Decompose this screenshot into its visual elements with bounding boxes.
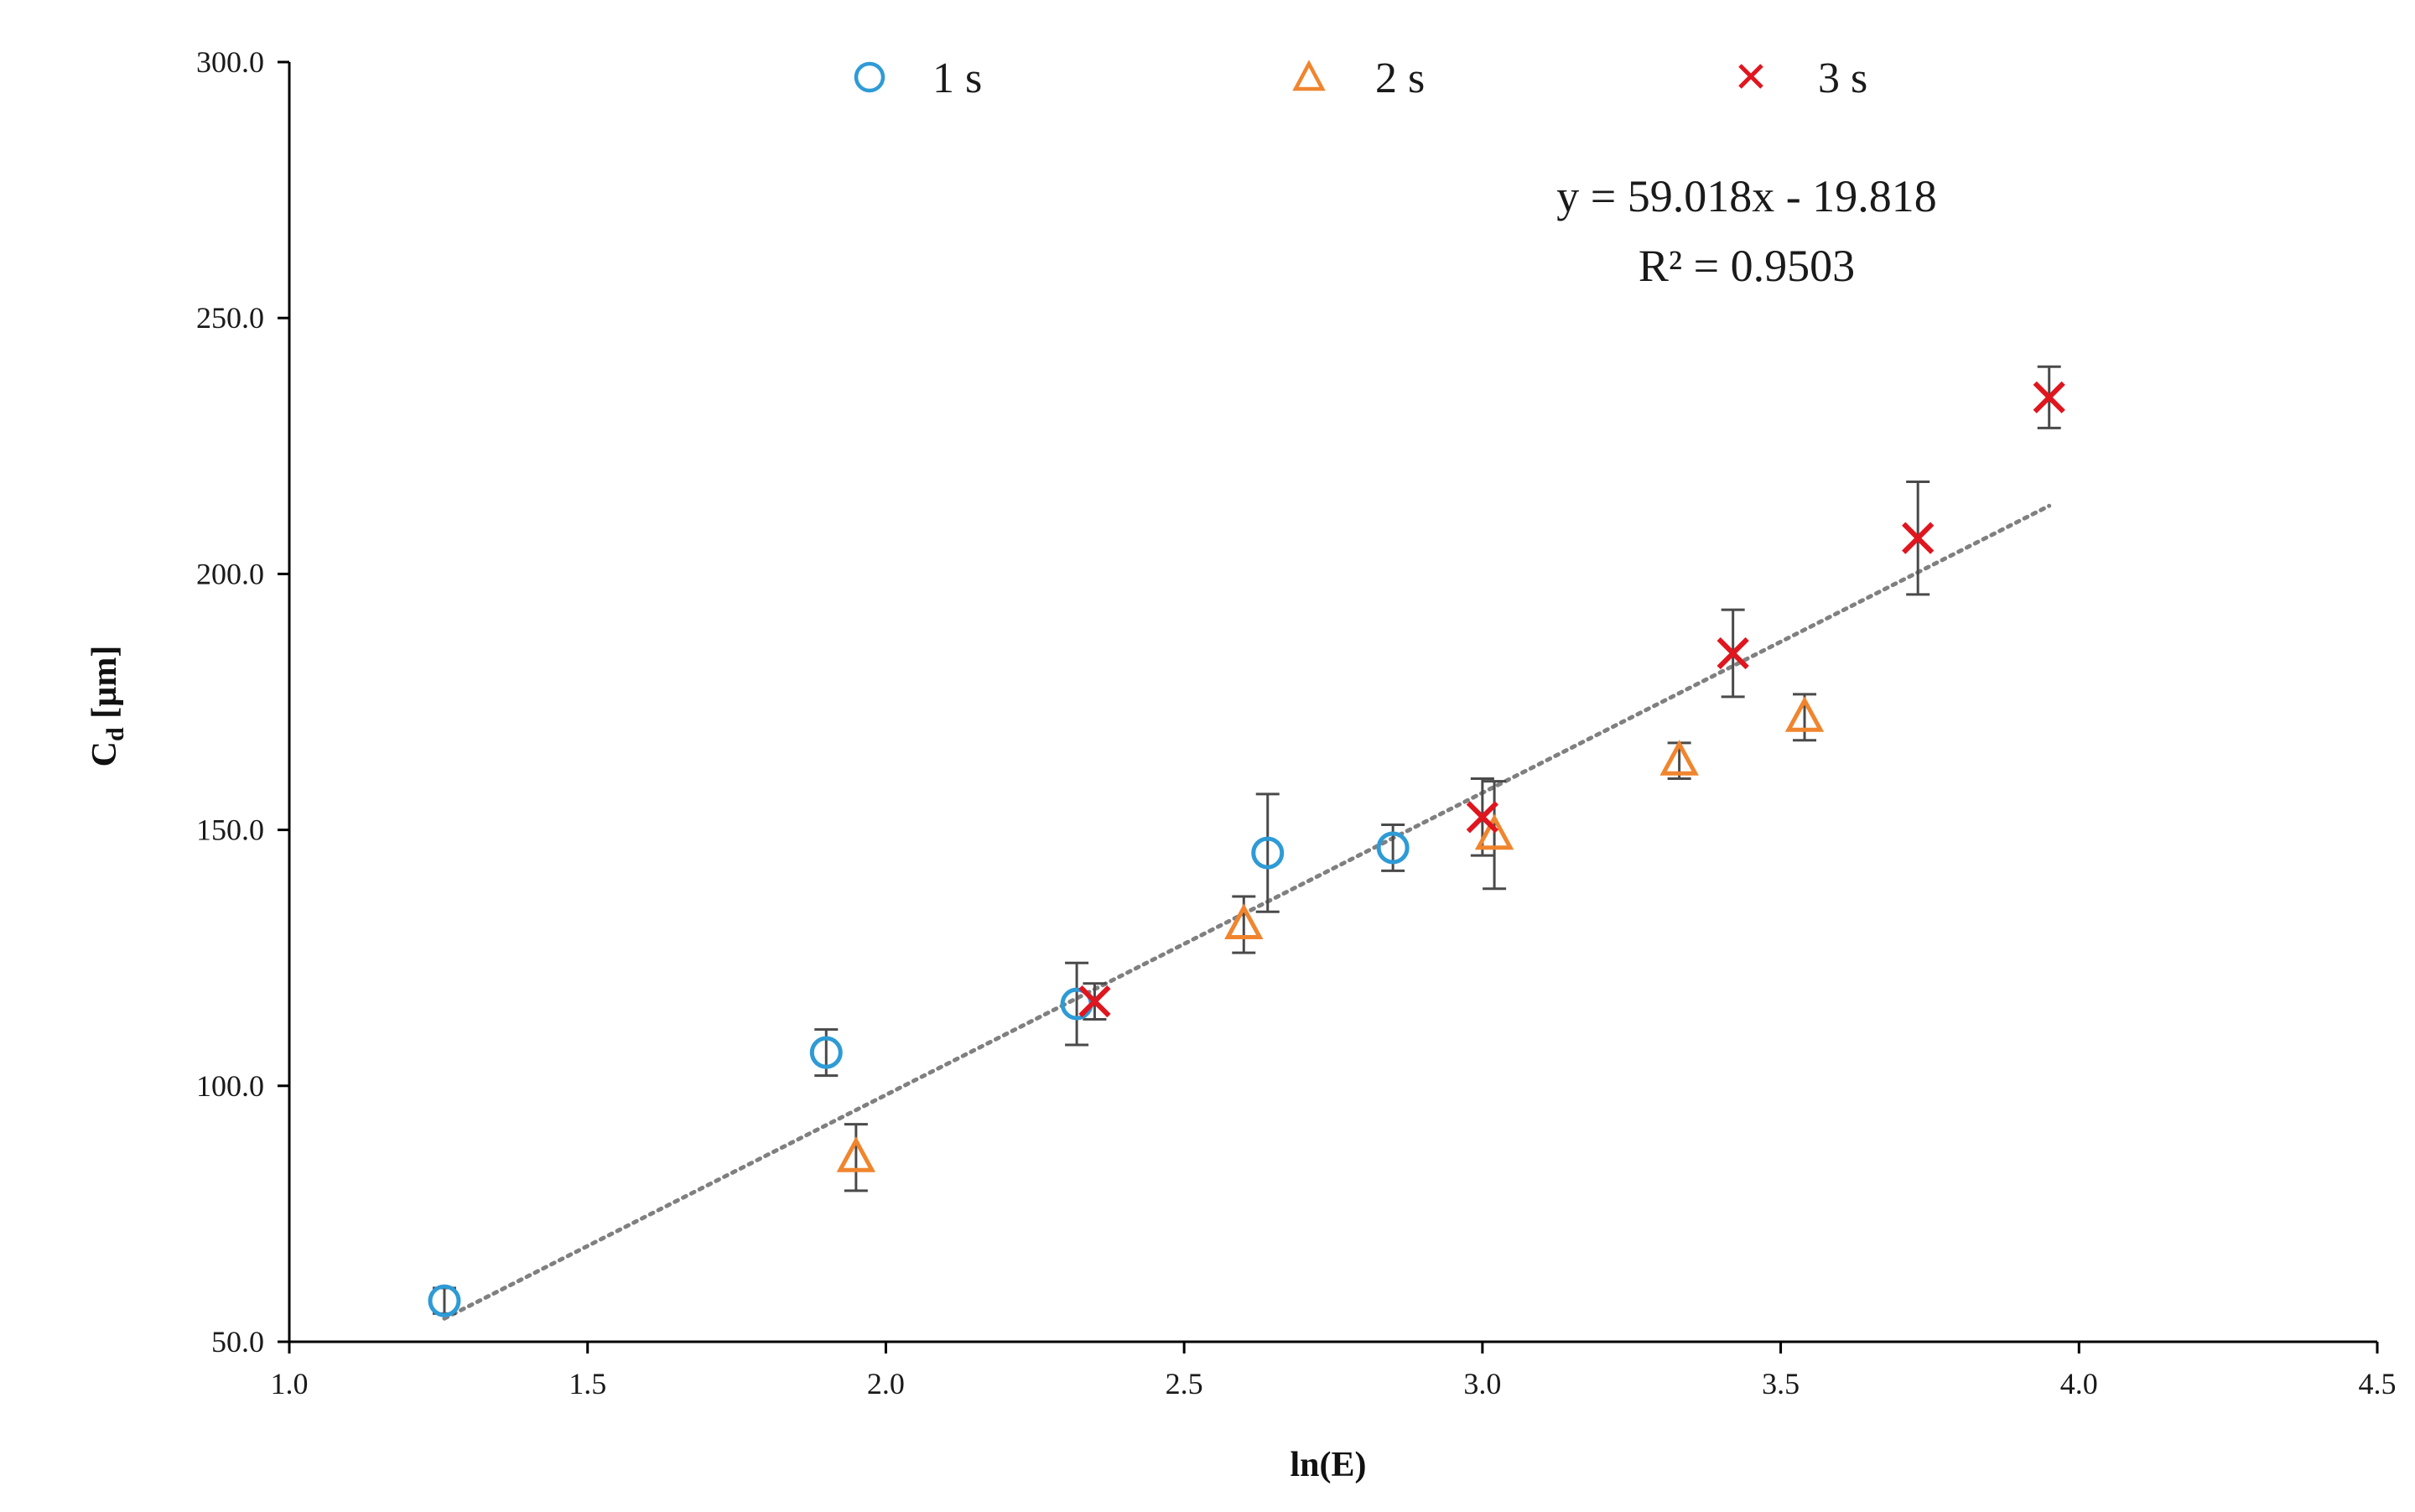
x-tick-label: 3.0 (1463, 1367, 1501, 1400)
trendline-equation: y = 59.018x - 19.818 (1556, 171, 1936, 221)
error-bar (1483, 780, 1507, 891)
y-tick-label: 100.0 (196, 1069, 264, 1103)
x-tick-label: 3.5 (1762, 1367, 1800, 1400)
data-point-2s (1474, 813, 1514, 850)
axes (288, 62, 2377, 1343)
legend-circle-marker (854, 61, 886, 93)
legend-item-2s: 2 s (1292, 55, 1425, 102)
data-point-1s (1251, 836, 1285, 870)
y-tick-label: 200.0 (196, 557, 264, 590)
y-tick-label: 300.0 (196, 45, 264, 79)
trendline-r-squared: R² = 0.9503 (1639, 241, 1855, 291)
error-bar-layer (432, 365, 2061, 1315)
y-tick-label: 50.0 (211, 1325, 264, 1359)
y-axis-title-subscript: d (101, 727, 129, 741)
error-bar (432, 1286, 456, 1315)
data-point-2s (836, 1136, 876, 1172)
y-axis-ticks: 50.0 100.0 150.0 200.0 250.0 300.0 (196, 45, 289, 1359)
y-axis-title-main: C (86, 741, 124, 766)
x-tick-label: 4.5 (2359, 1367, 2397, 1400)
data-point-2s (1659, 739, 1699, 776)
x-tick-label: 1.0 (271, 1367, 309, 1400)
x-axis-ticks: 1.0 1.5 2.0 2.5 3.0 3.5 4.0 4.5 (271, 1342, 2397, 1400)
x-axis-title: ln(E) (1290, 1446, 1366, 1484)
error-bar (1065, 961, 1089, 1047)
legend-triangle-marker (1292, 60, 1326, 91)
x-tick-label: 2.0 (867, 1367, 905, 1400)
y-axis-title: Cd [µm] (86, 646, 129, 767)
legend-item-1s: 1 s (854, 55, 982, 102)
y-axis-title-unit: [µm] (86, 646, 124, 728)
data-point-3s (1716, 636, 1749, 670)
error-bar (844, 1123, 868, 1192)
data-point-3s (1078, 985, 1111, 1018)
data-point-3s (1902, 522, 1935, 554)
x-tick-label: 1.5 (569, 1367, 606, 1400)
x-tick-label: 2.5 (1166, 1367, 1203, 1400)
data-point-3s (2033, 381, 2065, 413)
legend-label-3s: 3 s (1818, 55, 1867, 102)
legend: 1 s 2 s 3 s (854, 55, 1867, 102)
data-point-1s (428, 1284, 461, 1317)
x-tick-label: 4.0 (2060, 1367, 2098, 1400)
data-point-2s (1224, 903, 1264, 940)
data-point-1s (1376, 831, 1410, 865)
data-point-2s (1784, 696, 1825, 732)
data-point-1s (809, 1036, 843, 1069)
y-tick-label: 150.0 (196, 813, 264, 847)
error-bar (1255, 792, 1280, 913)
data-point-3s (1466, 801, 1498, 834)
legend-item-3s: 3 s (1738, 55, 1867, 102)
legend-cross-marker (1738, 64, 1763, 89)
y-tick-label: 250.0 (196, 301, 264, 335)
marker-layer (428, 381, 2065, 1317)
legend-label-2s: 2 s (1375, 55, 1425, 102)
legend-label-1s: 1 s (932, 55, 982, 102)
